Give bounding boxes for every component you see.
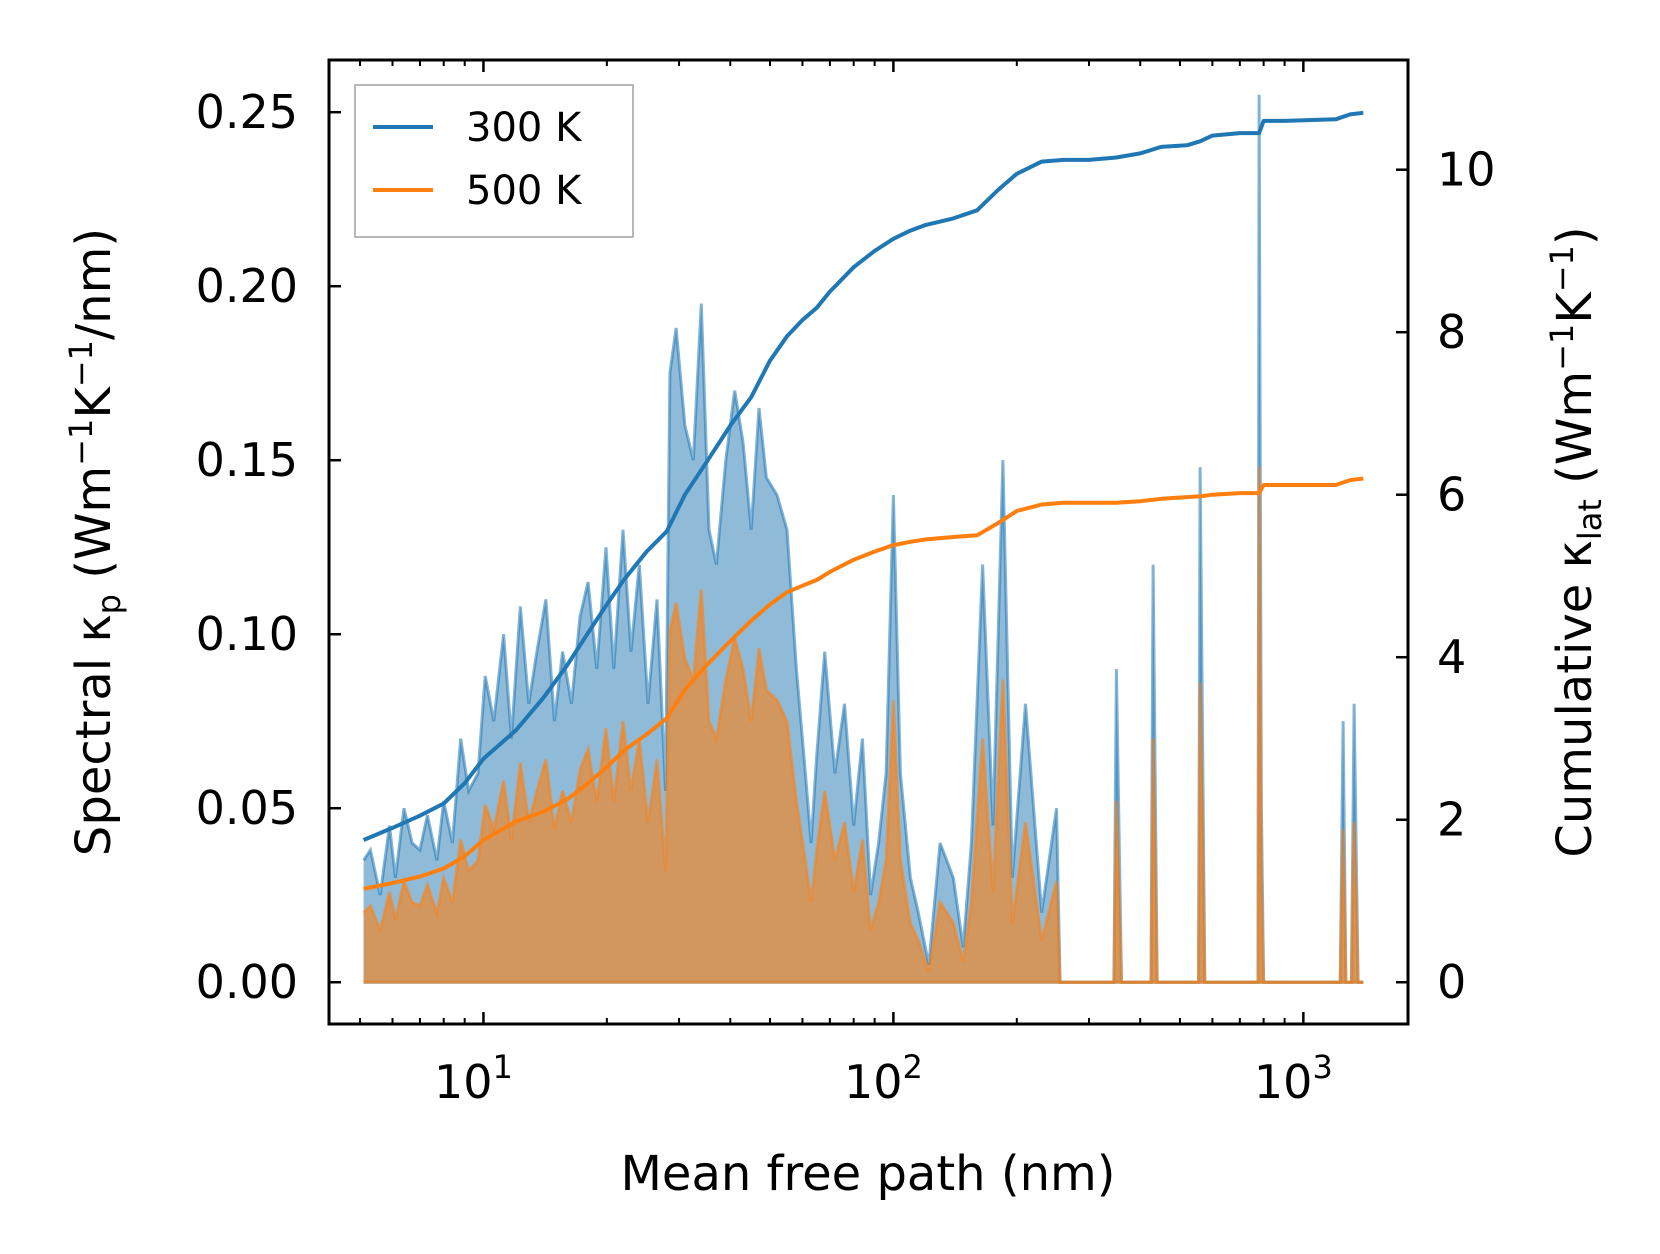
- legend: 300 K 500 K: [354, 84, 634, 238]
- left-axis-title: Spectral κp (Wm−1K−1/nm): [62, 228, 128, 856]
- right-axis-title: Cumulative κlat (Wm−1K−1): [1543, 226, 1609, 857]
- y-right-tick-label: 0: [1437, 955, 1466, 1009]
- legend-label-300k: 300 K: [466, 105, 583, 151]
- y-right-tick-label: 4: [1437, 630, 1466, 684]
- x-tick-label: 103: [1254, 1048, 1333, 1109]
- y-right-tick-label: 10: [1437, 143, 1496, 197]
- y-right-tick-label: 6: [1437, 468, 1466, 522]
- y-left-tick-label: 0.15: [196, 433, 298, 487]
- y-left-tick-label: 0.25: [196, 85, 298, 139]
- plot-frame: [327, 58, 1410, 1026]
- y-left-tick-label: 0.00: [196, 955, 298, 1009]
- x-tick-label: 101: [434, 1048, 513, 1109]
- axis-ticks: 101 102 103 0.00 0.05 0.10 0.15 0.20 0.25 0 2 4 6 8 10: [196, 60, 1496, 1109]
- y-left-tick-label: 0.05: [196, 781, 298, 835]
- y-left-tick-label: 0.10: [196, 607, 298, 661]
- cumulative-line-series-0: [362, 110, 1364, 842]
- cumulative-line-series-1: [363, 476, 1364, 891]
- y-right-tick-label: 8: [1437, 305, 1466, 359]
- y-left-tick-label: 0.20: [196, 259, 298, 313]
- x-tick-label: 102: [844, 1048, 923, 1109]
- cumulative-lines: [362, 110, 1364, 891]
- legend-frame: [354, 84, 634, 238]
- x-axis-title: Mean free path (nm): [621, 1146, 1116, 1202]
- legend-label-500k: 500 K: [466, 168, 583, 214]
- y-right-tick-label: 2: [1437, 793, 1466, 847]
- spectral-fill-series-1: [363, 467, 1364, 983]
